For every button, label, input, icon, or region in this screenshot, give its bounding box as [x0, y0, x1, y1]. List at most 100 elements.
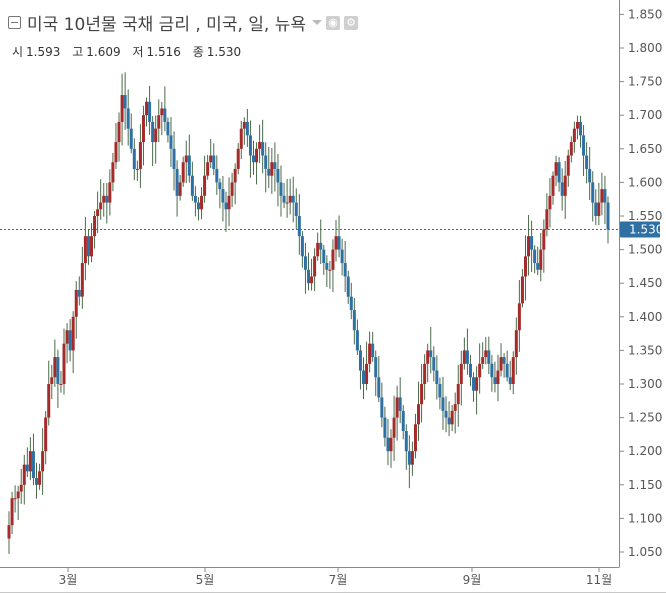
candle-body	[267, 168, 271, 176]
candle-body	[258, 142, 262, 149]
candle-body	[193, 195, 197, 203]
candle-body	[117, 121, 121, 143]
candle-body	[22, 464, 26, 485]
candle-body	[138, 142, 142, 169]
candle-body	[603, 189, 607, 203]
candle-body	[456, 384, 460, 405]
candle-body	[74, 289, 78, 317]
candle-body	[172, 148, 176, 169]
candle-body	[212, 155, 216, 169]
candle-body	[499, 357, 503, 371]
candle-body	[13, 498, 17, 500]
y-tick-label: 1.600	[628, 175, 662, 189]
candle-body	[429, 350, 433, 358]
y-tick-label: 1.550	[628, 209, 662, 223]
candle-body	[398, 397, 402, 411]
candle-body	[575, 121, 579, 129]
candle-body	[65, 330, 69, 344]
candle-body	[108, 182, 112, 203]
candle-body	[508, 377, 512, 384]
candle-body	[255, 148, 259, 163]
open-value: 1.593	[26, 45, 61, 59]
candle-body	[588, 168, 592, 183]
candle-body	[261, 142, 265, 156]
candle-body	[600, 189, 604, 203]
candle-body	[551, 175, 555, 196]
candle-body	[527, 236, 531, 257]
candle-body	[105, 195, 109, 203]
low-label: 저	[132, 45, 144, 59]
candle-body	[19, 484, 23, 492]
candle-body	[355, 330, 359, 351]
candle-body	[181, 162, 185, 183]
eye-icon[interactable]: ◉	[326, 15, 340, 30]
candle-body	[514, 330, 518, 358]
candle-body	[358, 350, 362, 371]
y-tick-label: 1.800	[628, 41, 662, 55]
candle-body	[53, 357, 57, 378]
y-tick-label: 1.700	[628, 108, 662, 122]
collapse-icon[interactable]	[8, 16, 21, 29]
candle-body	[517, 303, 521, 331]
candle-body	[276, 168, 280, 183]
candle-body	[569, 142, 573, 156]
candle-body	[86, 236, 90, 257]
candle-body	[300, 236, 304, 257]
candle-body	[307, 269, 310, 284]
candle-body	[545, 209, 549, 230]
candle-body	[145, 101, 149, 116]
candle-body	[346, 276, 350, 297]
candle-body	[111, 162, 115, 183]
candle-body	[493, 377, 497, 384]
candle-body	[557, 162, 561, 183]
candle-body	[328, 269, 332, 271]
candle-body	[270, 162, 274, 176]
candle-body	[224, 202, 228, 210]
candle-body	[141, 115, 145, 143]
candle-body	[38, 471, 42, 485]
candle-body	[102, 195, 106, 203]
candle-body	[206, 162, 210, 176]
candle-body	[248, 135, 252, 156]
candle-body	[435, 370, 439, 384]
candle-body	[41, 451, 45, 472]
candle-body	[50, 377, 54, 384]
close-value: 1.530	[206, 45, 242, 59]
gear-icon[interactable]: ⚙	[344, 15, 358, 30]
candle-body	[447, 417, 451, 425]
candle-body	[56, 357, 60, 384]
candle-body	[468, 363, 472, 378]
candle-body	[481, 357, 485, 364]
candle-body	[337, 236, 341, 250]
candle-body	[374, 357, 378, 378]
candle-body	[184, 155, 188, 163]
x-tick-label: 9월	[463, 573, 482, 587]
candle-body	[319, 242, 323, 250]
candle-body	[196, 202, 200, 210]
candle-body	[459, 363, 463, 384]
candle-body	[157, 115, 161, 129]
candle-body	[511, 357, 515, 384]
candle-body	[31, 451, 35, 479]
chevron-down-icon[interactable]	[312, 20, 322, 25]
y-tick-label: 1.300	[628, 377, 662, 391]
chart-header: 미국 10년물 국채 금리 , 미국, 일, 뉴욕 ◉ ⚙	[8, 10, 358, 35]
candle-body	[410, 451, 414, 465]
candle-body	[288, 195, 292, 203]
candle-body	[401, 410, 405, 432]
y-tick-label: 1.350	[628, 343, 662, 357]
candle-body	[395, 397, 399, 418]
candle-body	[297, 216, 301, 237]
y-tick-label: 1.450	[628, 276, 662, 290]
candle-body	[420, 384, 424, 405]
candle-body	[426, 350, 430, 364]
candle-body	[582, 135, 586, 156]
candle-body	[343, 263, 347, 277]
candle-body	[200, 195, 204, 210]
open-label: 시	[12, 45, 24, 59]
x-tick-label: 7월	[329, 573, 348, 587]
chart-title: 미국 10년물 국채 금리 , 미국, 일, 뉴욕	[27, 15, 306, 35]
last-price-box	[620, 221, 660, 238]
candle-body	[236, 148, 240, 169]
